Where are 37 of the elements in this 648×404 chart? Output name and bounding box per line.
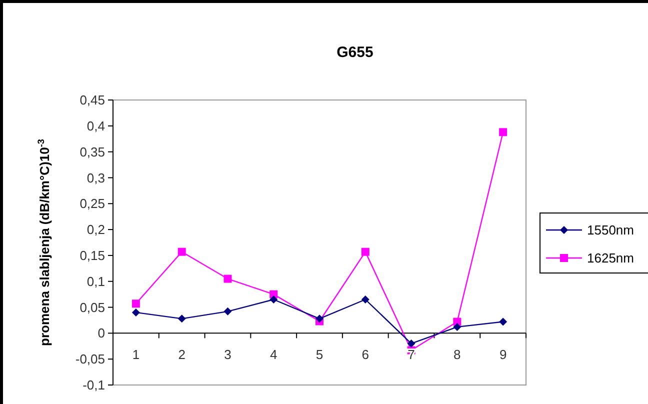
point — [224, 307, 232, 316]
point — [407, 340, 416, 348]
y-tick-label: 0,25 — [80, 196, 105, 212]
y-tick-label: 0,15 — [80, 248, 105, 264]
x-tick-label: 6 — [362, 347, 370, 362]
y-tick-label: -0,05 — [75, 352, 105, 367]
x-tick-label: 5 — [316, 347, 324, 362]
point — [132, 308, 140, 316]
y-tick-label: -0,1 — [82, 378, 105, 393]
point — [132, 300, 140, 308]
x-tick-label: 2 — [178, 347, 186, 362]
point — [178, 314, 186, 323]
chart-title: G655 — [336, 44, 374, 61]
x-tick-label: 8 — [454, 347, 461, 362]
x-tick-label: 9 — [499, 347, 507, 362]
point — [224, 274, 232, 283]
point — [361, 296, 370, 304]
legend-label: 1550nm — [587, 222, 634, 238]
x-tick-label: 3 — [224, 347, 232, 362]
y-tick-label: 0 — [98, 326, 105, 341]
legend-label: 1625nm — [587, 250, 634, 266]
y-tick-label: 0,2 — [86, 222, 105, 238]
point — [499, 128, 508, 136]
x-tick-label: 4 — [270, 347, 278, 362]
point — [499, 318, 508, 326]
y-tick-label: 0,45 — [80, 92, 105, 108]
y-tick-label: 0,1 — [86, 274, 105, 289]
point — [453, 322, 462, 331]
y-tick-label: 0,35 — [80, 144, 105, 160]
point — [270, 296, 278, 304]
x-tick-label: 1 — [132, 347, 140, 362]
point — [316, 314, 324, 323]
y-tick-label: 0,3 — [86, 170, 105, 186]
point — [361, 248, 370, 256]
y-tick-label: 0,05 — [80, 300, 105, 315]
point — [178, 248, 186, 256]
y-tick-label: 0,4 — [86, 118, 105, 134]
